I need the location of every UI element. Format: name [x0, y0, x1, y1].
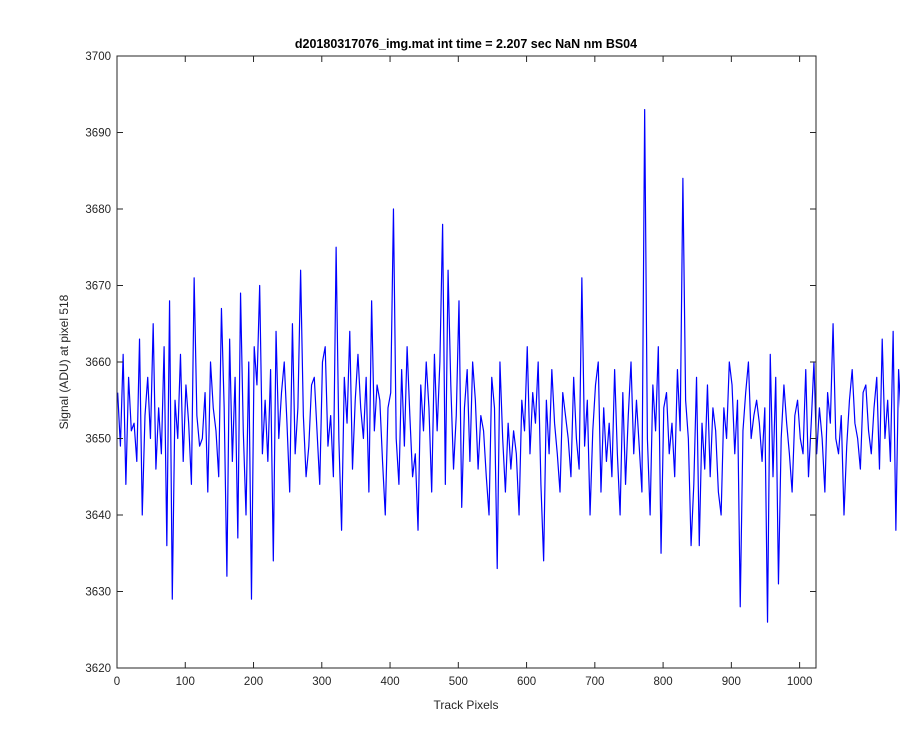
- x-tick-label: 400: [380, 676, 399, 688]
- y-tick-label: 3680: [85, 204, 111, 216]
- x-tick-label: 600: [517, 676, 536, 688]
- y-tick-label: 3660: [85, 357, 111, 369]
- plot-area: [117, 56, 816, 668]
- x-tick-label: 800: [654, 676, 673, 688]
- x-tick-label: 900: [722, 676, 741, 688]
- y-tick-label: 3650: [85, 434, 111, 446]
- y-axis-label: Signal (ADU) at pixel 518: [57, 294, 71, 429]
- chart-title: d20180317076_img.mat int time = 2.207 se…: [295, 37, 637, 51]
- x-tick-label: 200: [244, 676, 263, 688]
- y-tick-label: 3690: [85, 128, 111, 140]
- series-group: [117, 108, 900, 623]
- y-tick-label: 3640: [85, 510, 111, 522]
- x-tick-label: 700: [585, 676, 604, 688]
- y-tick-label: 3620: [85, 663, 111, 675]
- series-line-0: [117, 108, 900, 623]
- y-tick-label: 3670: [85, 281, 111, 293]
- x-tick-label: 1000: [787, 676, 813, 688]
- ticks-group: 0 100 200 300 400 500 600 700 800 900 1000 3620 3630…: [85, 51, 816, 688]
- x-axis-label: Track Pixels: [434, 698, 499, 712]
- y-tick-label: 3630: [85, 587, 111, 599]
- x-tick-label: 0: [114, 676, 120, 688]
- x-tick-label: 500: [449, 676, 468, 688]
- y-tick-label: 3700: [85, 51, 111, 63]
- x-tick-label: 100: [176, 676, 195, 688]
- x-tick-label: 300: [312, 676, 331, 688]
